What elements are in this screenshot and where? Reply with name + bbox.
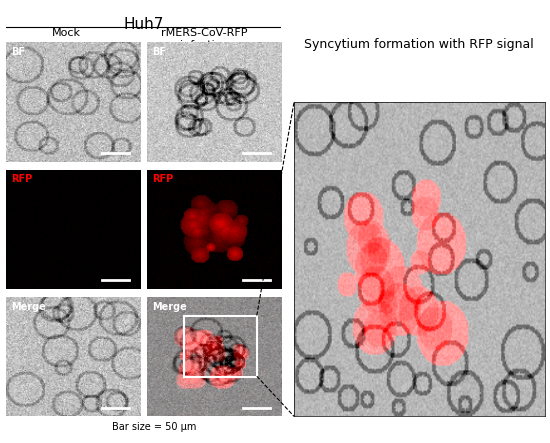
Text: Bar size = 50 μm: Bar size = 50 μm <box>112 422 196 432</box>
Bar <box>184 316 257 377</box>
Text: RFP: RFP <box>11 175 32 184</box>
Text: rMERS-CoV-RFP
infection: rMERS-CoV-RFP infection <box>161 28 247 50</box>
Text: Merge: Merge <box>152 302 186 311</box>
Text: Syncytium formation with RFP signal: Syncytium formation with RFP signal <box>304 38 534 51</box>
Text: Huh7: Huh7 <box>123 16 163 31</box>
Text: RFP: RFP <box>152 175 173 184</box>
Text: BF: BF <box>11 47 25 57</box>
Text: BF: BF <box>152 47 166 57</box>
Text: Mock: Mock <box>52 28 81 39</box>
Text: Merge: Merge <box>11 302 46 311</box>
